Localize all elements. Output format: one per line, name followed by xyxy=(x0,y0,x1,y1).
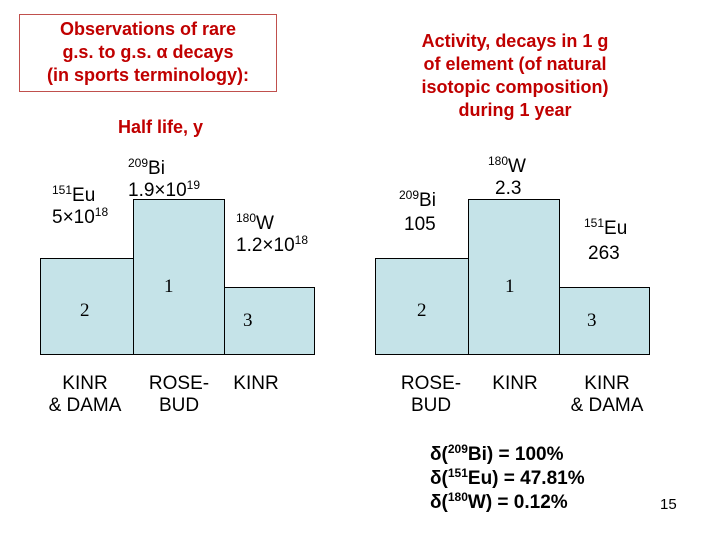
left-rank-2: 2 xyxy=(80,300,90,321)
abundance-eu: δ(151Eu) = 47.81% xyxy=(430,466,585,489)
abundance-bi: δ(209Bi) = 100% xyxy=(430,442,564,465)
left-bi-lab: ROSE- BUD xyxy=(148,373,210,416)
left-podium-second xyxy=(40,258,134,355)
right-eu-label: 151Eu xyxy=(584,216,628,239)
right-podium-first xyxy=(468,199,560,355)
left-bi-label: 209Bi xyxy=(128,156,165,179)
left-eu-lab: KINR & DAMA xyxy=(48,373,122,416)
right-eu-lab: KINR & DAMA xyxy=(570,373,644,416)
right-podium-third xyxy=(559,287,650,355)
activity-title-line-1: Activity, decays in 1 g xyxy=(421,31,609,51)
abundance-w: δ(180W) = 0.12% xyxy=(430,490,568,513)
right-w-value: 2.3 xyxy=(495,178,522,199)
right-eu-value: 263 xyxy=(588,243,620,264)
right-bi-label: 209Bi xyxy=(399,188,436,211)
left-bi-value: 1.9×1019 xyxy=(128,178,201,201)
right-w-lab: KINR xyxy=(492,373,538,394)
right-bi-value: 105 xyxy=(404,214,436,235)
left-rank-1: 1 xyxy=(164,276,174,297)
activity-title-line-3: isotopic composition) xyxy=(421,77,609,97)
abundance-list: δ(209Bi) = 100% δ(151Eu) = 47.81% δ(180W… xyxy=(430,443,585,515)
half-life-heading: Half life, y xyxy=(118,117,204,137)
title-box: Observations of rare g.s. to g.s. α deca… xyxy=(19,14,277,92)
activity-title-line-4: during 1 year xyxy=(458,100,572,120)
right-rank-3: 3 xyxy=(587,310,597,331)
page-number: 15 xyxy=(660,496,677,513)
right-bi-lab: ROSE- BUD xyxy=(400,373,462,416)
left-w-value: 1.2×1018 xyxy=(236,233,309,256)
right-rank-2: 2 xyxy=(417,300,427,321)
left-eu-value: 5×1018 xyxy=(52,205,109,228)
left-w-label: 180W xyxy=(236,211,274,234)
left-rank-3: 3 xyxy=(243,310,253,331)
activity-title-line-2: of element (of natural xyxy=(423,54,607,74)
left-podium-third xyxy=(224,287,315,355)
right-rank-1: 1 xyxy=(505,276,515,297)
activity-title: Activity, decays in 1 g of element (of n… xyxy=(395,30,635,122)
title-box-line-1: Observations of rare xyxy=(59,19,237,39)
left-podium-first xyxy=(133,199,225,355)
left-eu-label: 151Eu xyxy=(52,183,96,206)
right-w-label: 180W xyxy=(488,154,526,177)
title-box-line-3: (in sports terminology): xyxy=(47,65,249,85)
title-box-line-2: g.s. to g.s. α decays xyxy=(62,42,234,62)
left-w-lab: KINR xyxy=(233,373,279,394)
